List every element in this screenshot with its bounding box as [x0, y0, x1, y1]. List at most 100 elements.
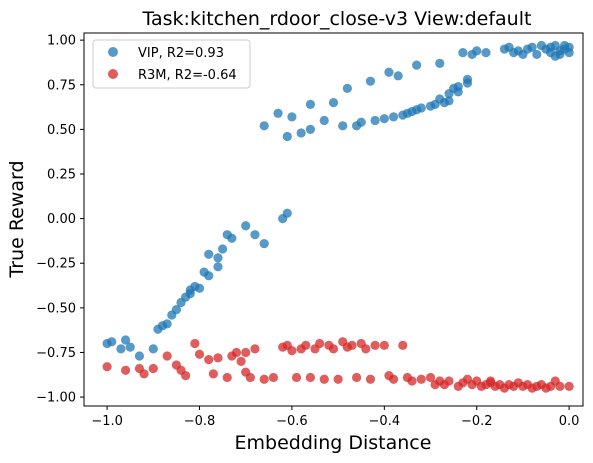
vip-point — [444, 96, 454, 106]
r3m-point — [194, 349, 205, 359]
vip-point — [412, 60, 422, 70]
vip-point — [287, 112, 297, 122]
r3m-point — [231, 347, 242, 358]
legend-marker-r3m — [108, 69, 118, 79]
legend-marker-vip — [108, 47, 118, 57]
r3m-point — [204, 354, 214, 365]
x-axis-label: Embedding Distance — [235, 432, 432, 454]
r3m-point — [333, 374, 343, 384]
vip-point — [120, 335, 131, 345]
vip-point — [282, 131, 292, 142]
vip-point — [416, 103, 426, 113]
r3m-point — [555, 381, 565, 391]
r3m-point — [268, 372, 279, 383]
r3m-point — [291, 372, 302, 383]
r3m-point — [236, 356, 246, 366]
legend-label-r3m: R3M, R2=-0.64 — [138, 68, 237, 83]
vip-point — [227, 233, 237, 243]
y-tick-label: −0.25 — [36, 257, 76, 272]
y-tick-label: −1.00 — [36, 391, 76, 406]
vip-point — [282, 208, 292, 218]
r3m-point — [315, 338, 325, 349]
vip-point — [241, 221, 251, 231]
r3m-point — [120, 365, 131, 375]
vip-point — [162, 319, 172, 329]
r3m-point — [347, 340, 357, 350]
r3m-point — [222, 372, 232, 383]
y-axis-label: True Reward — [6, 160, 28, 278]
r3m-point — [181, 371, 191, 381]
vip-point — [116, 344, 126, 354]
r3m-point — [139, 369, 149, 379]
vip-point — [328, 98, 339, 108]
r3m-point — [190, 338, 200, 349]
y-tick-label: 0.75 — [47, 78, 76, 93]
vip-point — [435, 58, 445, 68]
r3m-point — [319, 374, 329, 384]
vip-point — [338, 121, 348, 131]
r3m-point — [485, 376, 496, 386]
vip-point — [148, 344, 158, 354]
legend-label-vip: VIP, R2=0.93 — [138, 46, 224, 61]
r3m-point — [370, 340, 380, 350]
vip-point — [296, 128, 306, 138]
vip-point — [259, 238, 269, 249]
vip-point — [213, 262, 223, 272]
r3m-point — [241, 347, 251, 358]
vip-point — [194, 283, 205, 293]
legend-box — [92, 39, 251, 89]
y-axis: 1.00 0.75 0.50 0.25 0.00 −0.25 −0.50 −0.75 −1.00 — [36, 34, 84, 406]
plot-frame — [83, 32, 584, 407]
vip-point — [356, 117, 366, 127]
r3m-point — [148, 363, 158, 374]
vip-point — [462, 78, 473, 88]
vip-point — [550, 51, 560, 61]
points-layer — [102, 40, 574, 393]
vip-point — [125, 342, 135, 352]
vip-point — [218, 244, 228, 254]
vip-point — [370, 115, 380, 126]
vip-point — [388, 112, 399, 122]
r3m-point — [361, 344, 371, 354]
vip-point — [532, 49, 542, 60]
x-tick-label: 0.0 — [559, 414, 580, 429]
vip-point — [564, 42, 574, 52]
r3m-point — [208, 369, 218, 379]
y-tick-label: 0.00 — [47, 212, 76, 227]
vip-point — [204, 271, 214, 281]
vip-point — [134, 351, 145, 361]
x-tick-label: −0.6 — [276, 414, 308, 429]
vip-point — [273, 108, 283, 118]
vip-point — [204, 249, 214, 259]
r3m-point — [287, 346, 297, 356]
chart-title: Task:kitchen_rdoor_close-v3 View:default — [142, 8, 532, 30]
vip-point — [379, 114, 389, 124]
x-tick-label: −0.8 — [184, 414, 216, 429]
legend: VIP, R2=0.93 R3M, R2=-0.64 — [92, 39, 251, 89]
vip-point — [458, 48, 468, 58]
vip-point — [319, 115, 329, 126]
r3m-point — [398, 340, 408, 350]
r3m-point — [259, 374, 269, 384]
x-tick-label: −0.2 — [461, 414, 493, 429]
r3m-point — [388, 374, 399, 384]
y-tick-label: −0.50 — [36, 301, 76, 316]
vip-point — [384, 67, 394, 77]
vip-point — [259, 121, 269, 131]
r3m-point — [328, 344, 339, 354]
r3m-point — [425, 372, 436, 383]
vip-point — [171, 305, 182, 315]
r3m-point — [250, 344, 260, 354]
r3m-point — [407, 376, 417, 386]
x-axis: −1.0 −0.8 −0.6 −0.4 −0.2 0.0 — [91, 406, 579, 429]
r3m-point — [416, 374, 426, 384]
r3m-point — [352, 372, 362, 383]
vip-point — [213, 253, 223, 263]
vip-point — [342, 83, 352, 93]
r3m-point — [213, 353, 223, 363]
vip-point — [472, 46, 482, 56]
y-tick-label: −0.75 — [36, 346, 76, 361]
r3m-point — [379, 340, 389, 350]
y-tick-label: 0.50 — [47, 123, 76, 138]
